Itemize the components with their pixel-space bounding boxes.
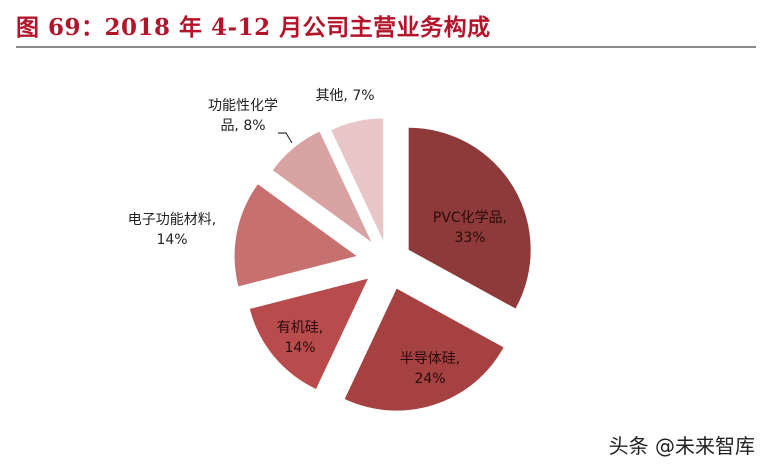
slice-organic-silicon (249, 278, 368, 389)
label-pvc: PVC化学品, 33% (432, 210, 508, 246)
figure-title: 图 69：2018 年 4-12 月公司主营业务构成 (16, 14, 491, 41)
label-organic-silicon: 有机硅, 14% (276, 320, 324, 356)
slice-electronic-materials (234, 184, 357, 287)
slice-pvc (408, 127, 531, 309)
label-functional-chemicals: 功能性化学 品, 8% (208, 98, 278, 134)
title-divider (16, 46, 756, 48)
watermark: 头条 @未来智库 (608, 434, 755, 458)
label-others: 其他, 7% (315, 88, 375, 104)
slice-others (331, 118, 384, 241)
label-semiconductor-silicon: 半导体硅, 24% (399, 351, 461, 387)
label-electronic-materials: 电子功能材料, 14% (127, 212, 217, 248)
leader-line (278, 132, 293, 144)
slice-functional-chemicals (272, 131, 372, 242)
slice-semiconductor-silicon (344, 288, 504, 411)
